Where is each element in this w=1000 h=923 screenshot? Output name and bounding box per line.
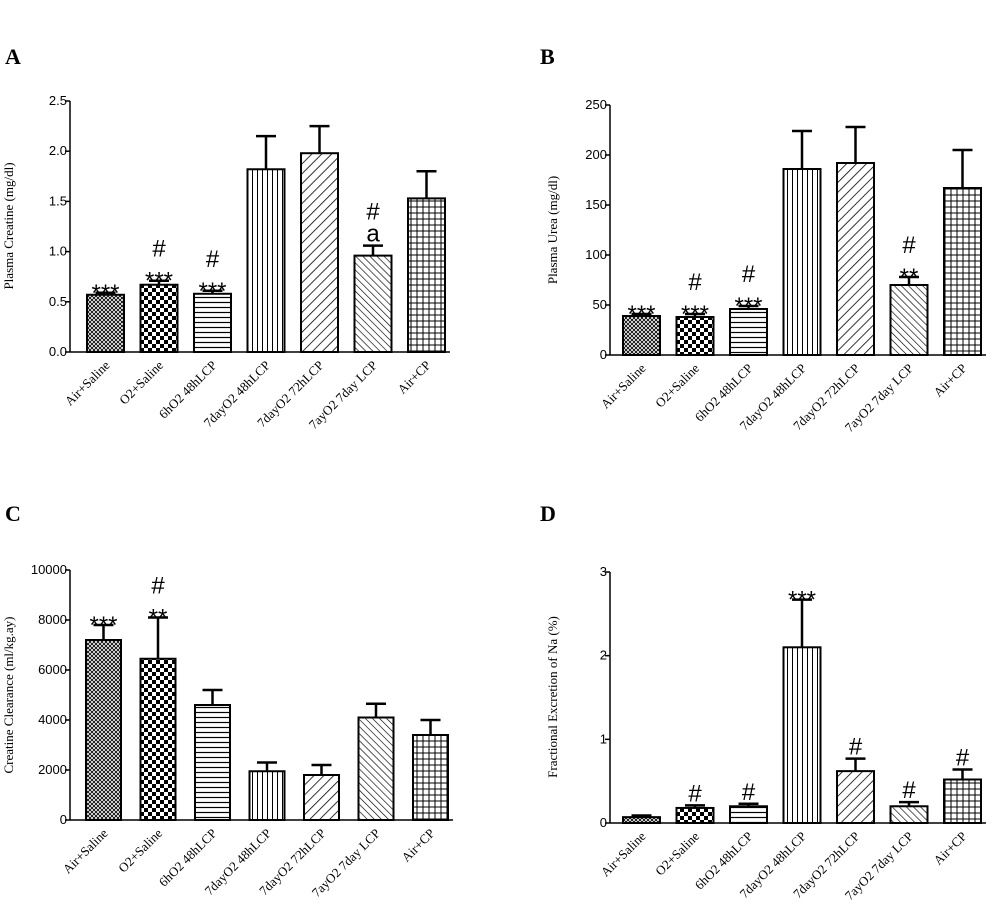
y-tick-label: 2.0 (49, 143, 67, 158)
x-tick-label: Air+CP (394, 358, 433, 397)
bar-1 (622, 816, 661, 824)
significance-label: *** (788, 587, 816, 614)
y-tick-label: 2.5 (49, 93, 67, 108)
significance-label: *** (89, 612, 117, 639)
bar-2 (139, 283, 179, 353)
significance-label: # (688, 269, 702, 296)
chart-panel-b: B Plasma Urea (mg/dl) *** Air+Saline *** # O2+… (540, 44, 986, 435)
x-tick-label: Air+CP (930, 361, 969, 400)
bar-1 (622, 315, 661, 356)
y-tick-label: 2000 (38, 762, 67, 777)
x-tick-label: Air+CP (398, 826, 437, 865)
significance-label: *** (91, 280, 119, 307)
bar-7 (943, 187, 982, 356)
significance-label: *** (627, 301, 655, 328)
panel-letter: C (5, 501, 21, 526)
y-tick-label: 4000 (38, 712, 67, 727)
significance-label: # (742, 261, 756, 288)
significance-label: # (956, 744, 970, 771)
bar-5 (836, 162, 875, 356)
bar-4 (248, 770, 286, 821)
panel-letter: B (540, 44, 555, 69)
y-tick-label: 0 (60, 812, 67, 827)
panel-letter: D (540, 501, 556, 526)
bar-4 (246, 168, 286, 353)
y-tick-label: 100 (585, 247, 607, 262)
y-tick-label: 200 (585, 147, 607, 162)
y-tick-label: 6000 (38, 662, 67, 677)
significance-label: # (902, 777, 916, 804)
significance-label: *** (198, 278, 226, 305)
significance-label: a (366, 221, 380, 248)
significance-label: # (151, 573, 165, 600)
chart-panel-d: D Fractional Excretion of Na (%) Air+Salin… (540, 501, 986, 903)
y-tick-label: 0 (600, 347, 607, 362)
x-tick-label: Air+CP (930, 829, 969, 868)
y-tick-label: 1.0 (49, 244, 67, 259)
bar-6 (357, 716, 395, 821)
significance-label: ** (149, 605, 168, 632)
x-tick-label: Air+Saline (62, 357, 113, 408)
significance-label: ** (900, 264, 919, 291)
bar-7 (412, 734, 449, 821)
x-tick-label: O2+Saline (116, 357, 166, 407)
bar-5 (300, 152, 339, 353)
bar-4 (782, 646, 822, 824)
y-tick-label: 150 (585, 197, 607, 212)
panel-letter: A (5, 44, 21, 69)
x-tick-label: O2+Saline (115, 825, 165, 875)
y-tick-label: 10000 (31, 562, 67, 577)
y-tick-label: 0.0 (49, 344, 67, 359)
bar-3 (729, 805, 768, 824)
bar-1 (85, 639, 122, 821)
y-tick-label: 1 (600, 731, 607, 746)
bar-7 (407, 197, 446, 353)
significance-label: # (902, 232, 916, 259)
y-tick-label: 0.5 (49, 294, 67, 309)
y-axis-label: Plasma Creatine (mg/dl) (1, 162, 16, 289)
y-tick-label: 250 (585, 97, 607, 112)
bar-5 (303, 774, 340, 821)
significance-label: # (849, 734, 863, 761)
bar-3 (194, 704, 231, 821)
bar-2 (675, 316, 715, 356)
bar-4 (782, 168, 822, 356)
significance-label: # (152, 236, 166, 263)
bar-5 (836, 770, 875, 824)
x-tick-label: O2+Saline (652, 360, 702, 410)
x-tick-label: Air+Saline (598, 828, 649, 879)
x-tick-label: Air+Saline (60, 825, 111, 876)
significance-label: # (688, 780, 702, 807)
bar-2 (139, 657, 177, 821)
significance-label: # (366, 199, 380, 226)
chart-panel-c: C Creatine Clearance (ml/kg.ay) *** Air+Sal… (1, 501, 453, 900)
chart-panel-a: A Plasma Creatine (mg/dl) *** Air+Saline ***… (1, 44, 450, 432)
bar-6 (353, 254, 393, 353)
significance-label: # (206, 246, 220, 273)
y-tick-label: 3 (600, 564, 607, 579)
x-tick-label: Air+Saline (598, 360, 649, 411)
y-axis-label: Fractional Excretion of Na (%) (545, 616, 560, 778)
y-tick-label: 50 (593, 297, 607, 312)
significance-label: *** (145, 268, 173, 295)
y-tick-label: 2 (600, 648, 607, 663)
x-tick-label: O2+Saline (652, 828, 702, 878)
bar-2 (675, 806, 715, 825)
bar-7 (943, 778, 982, 825)
bar-6 (889, 284, 929, 356)
significance-label: *** (734, 293, 762, 320)
significance-label: *** (681, 301, 709, 328)
bar-6 (889, 805, 929, 824)
significance-label: # (742, 779, 756, 806)
y-tick-label: 0 (600, 815, 607, 830)
y-tick-label: 8000 (38, 612, 67, 627)
y-axis-label: Creatine Clearance (ml/kg.ay) (1, 616, 16, 773)
y-tick-label: 1.5 (49, 193, 67, 208)
y-axis-label: Plasma Urea (mg/dl) (545, 176, 560, 284)
